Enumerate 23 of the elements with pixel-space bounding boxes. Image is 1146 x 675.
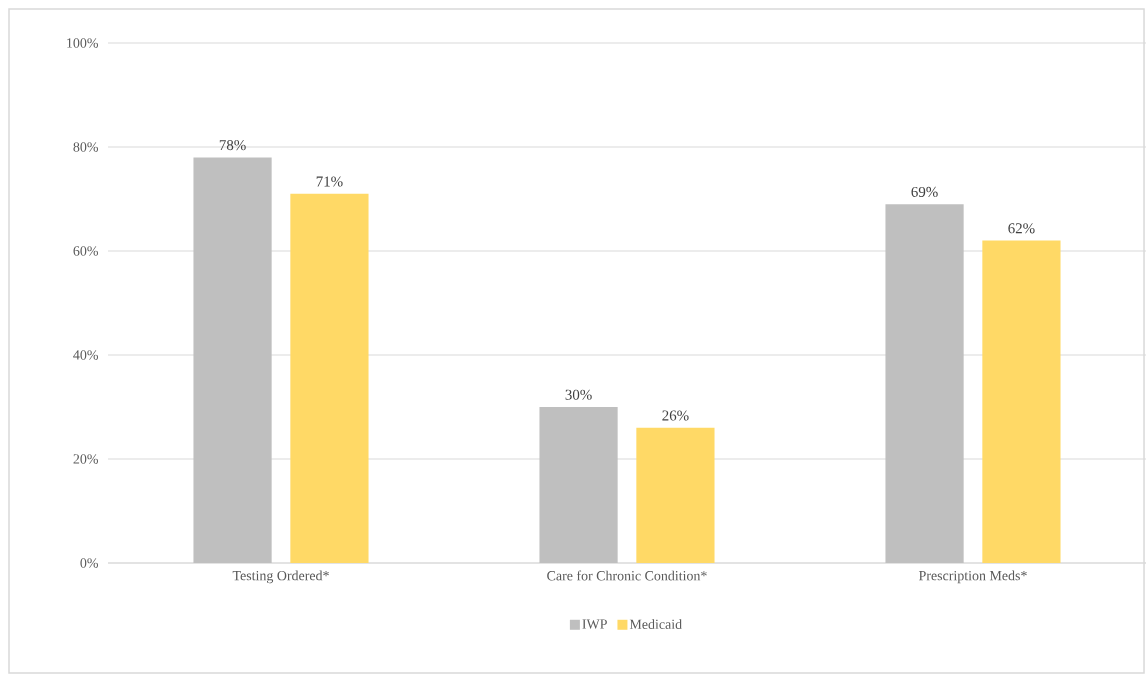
legend-label: Medicaid [629,619,682,630]
y-tick-label: 40% [73,350,98,360]
y-tick-label: 60% [73,246,98,256]
bar [290,193,369,563]
data-label: 71% [316,176,343,187]
y-tick-label: 20% [73,454,98,464]
x-tick-label: Care for Chronic Condition* [547,570,707,581]
x-tick-label: Testing Ordered* [232,570,329,584]
data-label: 78% [219,140,246,151]
bar [636,427,715,563]
data-label: 62% [1008,223,1035,234]
legend-label: IWP [582,619,607,629]
x-tick-label: Prescription Meds* [918,570,1027,584]
y-tick-label: 80% [73,142,98,152]
bar [193,157,272,563]
data-label: 26% [662,410,689,421]
bar [539,407,618,563]
data-label: 69% [911,186,938,197]
data-label: 30% [565,389,592,400]
y-tick-label: 100% [67,38,98,48]
bar [885,204,964,563]
bar [982,240,1061,563]
y-tick-label: 0% [80,558,98,568]
